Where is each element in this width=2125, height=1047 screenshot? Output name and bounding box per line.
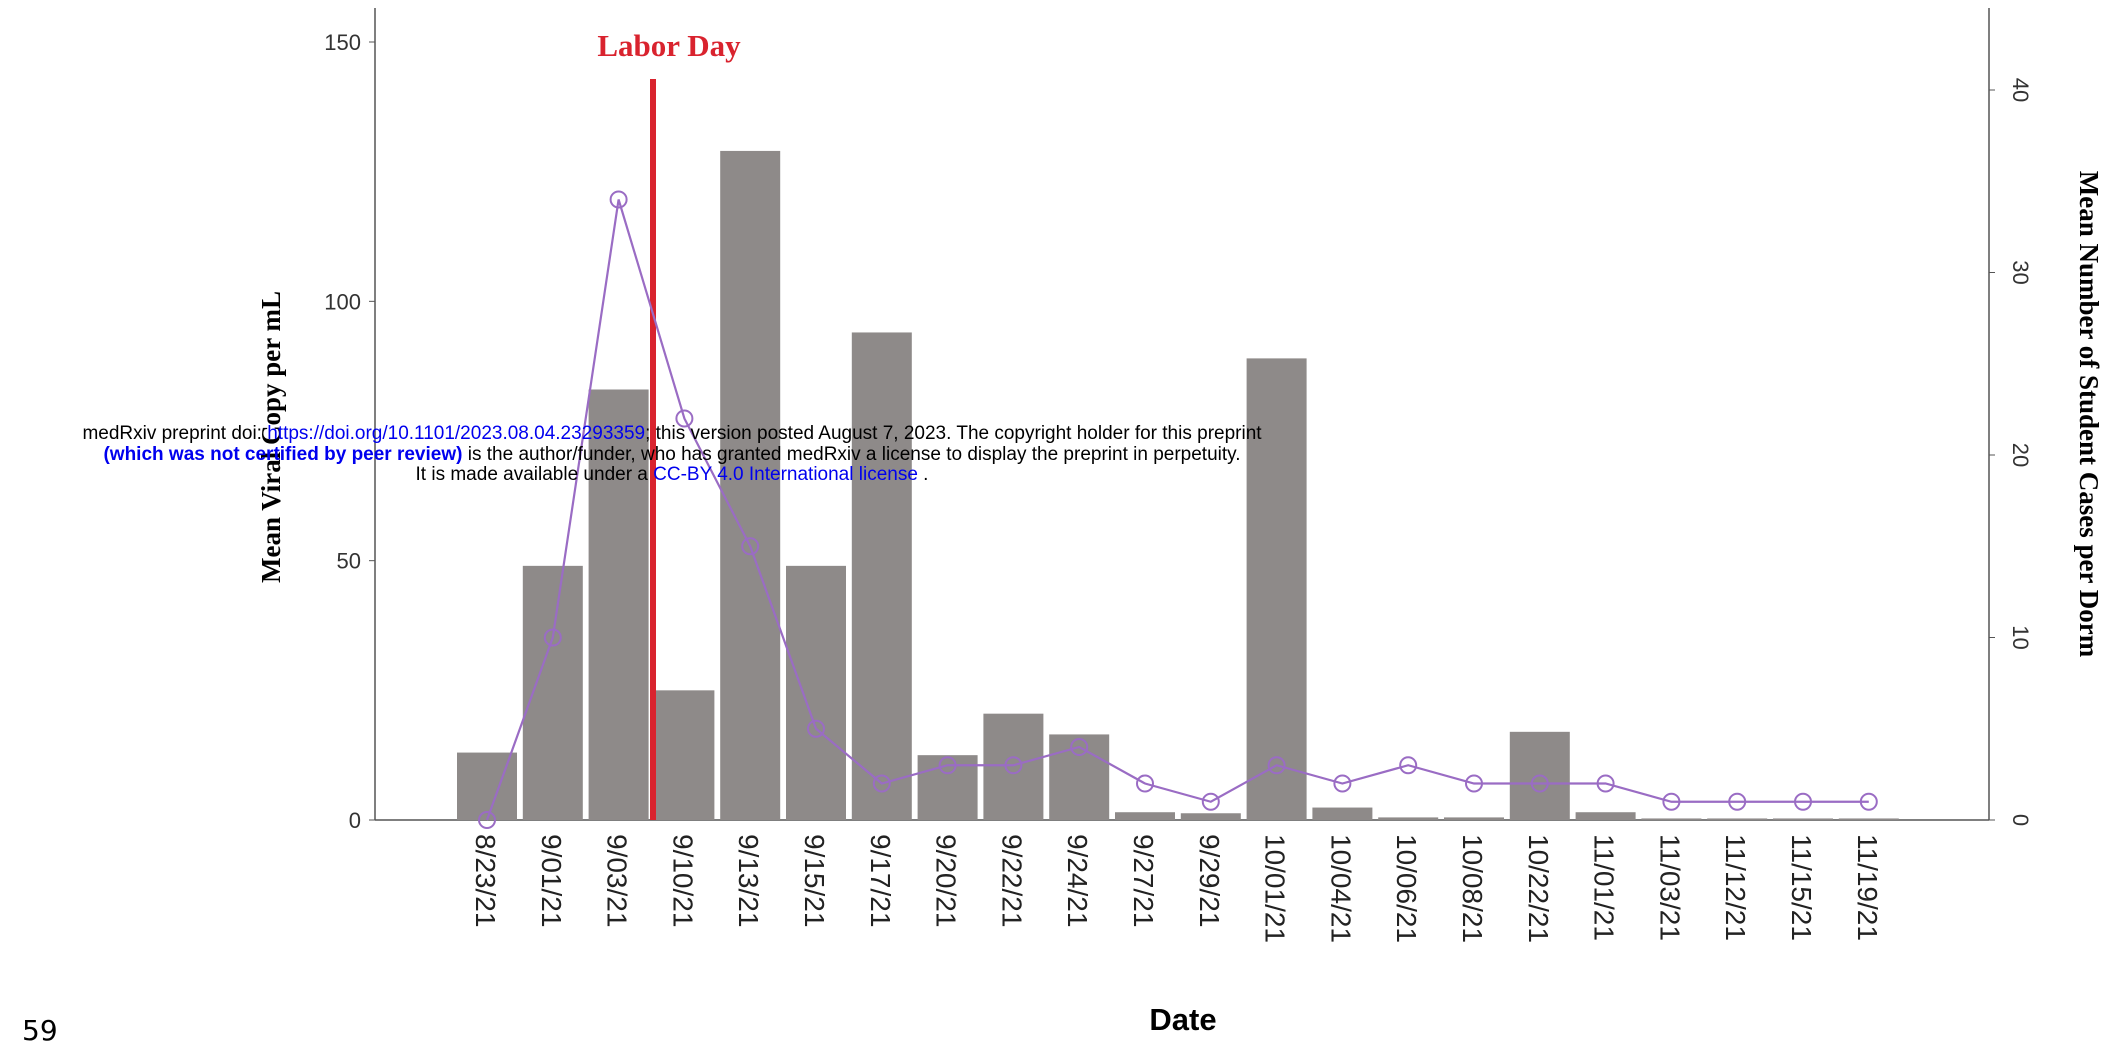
y-tick-label: 150 [324, 30, 361, 55]
x-tick-label: 10/08/21 [1457, 834, 1488, 943]
bar [1838, 818, 1899, 820]
bar [654, 690, 715, 820]
text: is the author/funder, who has granted me… [462, 443, 1241, 465]
marker [1596, 774, 1615, 793]
marker [609, 190, 628, 209]
bar [786, 565, 846, 820]
marker [1136, 774, 1154, 793]
x-tick-label: 10/04/21 [1325, 834, 1356, 943]
marker [872, 774, 891, 793]
bar [720, 150, 781, 821]
marker [1267, 756, 1286, 775]
bar [1444, 817, 1504, 820]
bar [1575, 812, 1636, 820]
x-tick-label: 9/29/21 [1194, 834, 1225, 927]
y2-tick-label: 10 [2008, 625, 2033, 649]
bar [1180, 813, 1241, 820]
x-tick-label: 11/03/21 [1654, 834, 1685, 941]
bar [1115, 812, 1175, 820]
marker [1465, 774, 1483, 793]
bar [1049, 734, 1110, 820]
x-tick-label: 11/12/21 [1720, 834, 1751, 941]
marker [1662, 792, 1681, 811]
marker [1794, 792, 1812, 811]
marker [675, 409, 694, 428]
marker [478, 811, 496, 829]
y-tick-label: 0 [349, 808, 361, 833]
text: medRxiv preprint doi: [82, 423, 268, 444]
marker [938, 756, 957, 775]
x-tick-label: 10/06/21 [1391, 834, 1422, 943]
x-tick-label: 11/19/21 [1852, 834, 1883, 941]
text: It is made available under a [415, 464, 654, 485]
x-tick-label: 10/01/21 [1260, 834, 1291, 943]
x-tick-label: 9/24/21 [1062, 834, 1093, 927]
x-tick-label: 9/15/21 [799, 834, 830, 927]
x-tick-label: 10/22/21 [1523, 834, 1554, 943]
y2-tick-label: 0 [2008, 814, 2033, 826]
bar [851, 332, 912, 820]
y-axis-title: Mean Viral Copy per mL [256, 291, 286, 583]
bar [983, 713, 1044, 820]
y-tick-label: 50 [337, 549, 361, 574]
marker [1070, 738, 1089, 756]
x-tick-label: 9/22/21 [996, 834, 1027, 927]
marker [1530, 774, 1549, 793]
header-line: medRxiv preprint doi: https://doi.org/10… [0, 423, 1344, 445]
marker [1728, 792, 1747, 811]
bar [1312, 807, 1373, 820]
marker [807, 719, 825, 738]
bar [1378, 817, 1439, 820]
license-link[interactable]: CC-BY 4.0 International license [653, 464, 918, 485]
bar [1641, 818, 1702, 820]
marker [1333, 774, 1352, 793]
line [485, 199, 1869, 821]
x-tick-label: 11/01/21 [1589, 834, 1620, 941]
x-tick-label: 9/13/21 [733, 834, 764, 927]
bar [1707, 818, 1768, 820]
x-tick-label: 9/10/21 [667, 834, 698, 927]
header-line: It is made available under a CC-BY 4.0 I… [0, 464, 1344, 486]
annotation-label: Labor Day [597, 28, 741, 63]
bar [1773, 818, 1833, 820]
x-tick-label: 11/15/21 [1786, 834, 1817, 941]
y2-tick-label: 40 [2008, 78, 2033, 102]
preprint-header: medRxiv preprint doi: https://doi.org/10… [0, 423, 1344, 486]
doi-link[interactable]: https://doi.org/10.1101/2023.08.04.23293… [267, 423, 646, 444]
y2-axis-title: Mean Number of Student Cases per Dorm [2074, 171, 2104, 658]
x-tick-label: 8/23/21 [470, 834, 501, 927]
x-tick-label: 9/03/21 [602, 834, 633, 927]
page-number: 59 [22, 1014, 58, 1047]
marker [1201, 792, 1220, 811]
y2-tick-label: 30 [2008, 260, 2033, 284]
text: (which was not certified by peer review) [103, 443, 463, 465]
text: . [917, 464, 929, 485]
x-tick-label: 9/20/21 [931, 834, 962, 927]
x-tick-label: 9/27/21 [1128, 834, 1159, 927]
marker [1399, 756, 1418, 775]
header-line: (which was not certified by peer review)… [0, 443, 1344, 466]
bar [1246, 358, 1307, 820]
marker [1859, 792, 1878, 811]
y-tick-label: 100 [324, 289, 361, 314]
x-tick-label: 9/01/21 [536, 834, 567, 927]
bar [588, 389, 649, 820]
text: ; this version posted August 7, 2023. Th… [645, 423, 1262, 444]
x-tick-label: 9/17/21 [865, 834, 896, 927]
marker [543, 628, 562, 647]
marker [741, 537, 760, 556]
x-axis-title: Date [1149, 1002, 1216, 1037]
marker [1004, 756, 1023, 775]
y2-tick-label: 20 [2008, 443, 2033, 467]
